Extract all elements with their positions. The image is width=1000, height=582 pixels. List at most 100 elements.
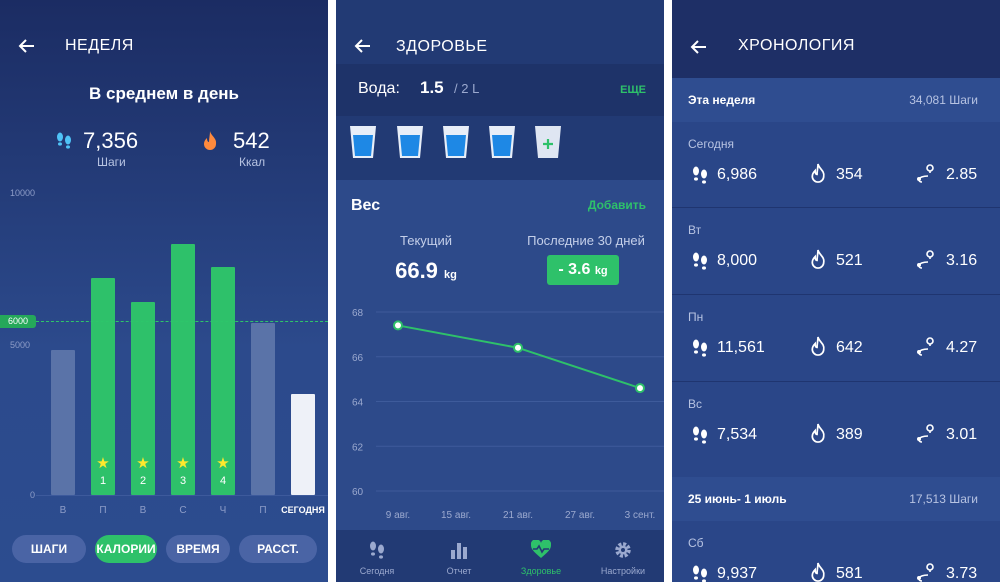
day-steps: 6,986 — [717, 166, 758, 183]
tab-steps[interactable]: ШАГИ — [12, 535, 86, 563]
y-tick-label: 68 — [352, 308, 364, 319]
nav-today-label: Сегодня — [359, 566, 395, 576]
day-kcal: 581 — [836, 565, 863, 582]
week-total: 34,081 Шаги — [909, 93, 978, 107]
bar-4[interactable] — [211, 266, 235, 495]
y-tick-10000: 10000 — [10, 188, 36, 198]
star-icon: ★ — [176, 455, 190, 472]
day-row[interactable]: Сегодня 6,986 354 2.85 — [672, 122, 1000, 208]
week-header-prev: 25 июнь- 1 июль 17,513 Шаги — [672, 477, 1000, 521]
route-pin-icon — [917, 164, 934, 183]
week-total: 17,513 Шаги — [909, 492, 978, 506]
water-glass-full-icon[interactable] — [396, 125, 424, 159]
day-row[interactable]: Вс 7,534 389 3.01 — [672, 382, 1000, 468]
x-label-mon: В — [59, 505, 67, 516]
back-arrow-icon[interactable] — [354, 37, 372, 55]
back-arrow-icon[interactable] — [690, 38, 708, 56]
star-icon: ★ — [136, 455, 150, 472]
day-row[interactable]: Пн 11,561 642 4.27 — [672, 295, 1000, 381]
nav-settings-label: Настройки — [600, 566, 646, 576]
bar-0[interactable] — [51, 350, 75, 495]
water-row: Вода: 1.5 / 2 L ЕЩЕ — [336, 64, 664, 116]
day-kcal: 354 — [836, 166, 863, 183]
day-steps: 9,937 — [717, 565, 758, 582]
day-name: Вт — [688, 223, 702, 237]
y-tick-label: 64 — [352, 398, 364, 409]
weight-point — [393, 320, 403, 331]
flame-icon — [811, 163, 825, 183]
footsteps-icon — [693, 166, 707, 184]
page-title: НЕДЕЛЯ — [65, 37, 134, 54]
tab-time[interactable]: ВРЕМЯ — [166, 535, 230, 563]
water-glass-full-icon[interactable] — [488, 125, 516, 159]
bar-5[interactable] — [251, 322, 275, 495]
footsteps-icon — [57, 132, 71, 149]
gear-icon — [615, 542, 631, 558]
day-distance: 3.01 — [946, 426, 978, 443]
x-tick-label: 21 авг. — [503, 510, 533, 521]
more-link[interactable]: ЕЩЕ — [620, 84, 646, 96]
nav-health[interactable]: Здоровье — [500, 530, 582, 582]
average-title: В среднем в день — [88, 84, 240, 103]
nav-today[interactable]: Сегодня — [336, 530, 418, 582]
y-tick-label: 60 — [352, 487, 364, 498]
footsteps-icon — [370, 541, 384, 559]
bar-goal-number: 4 — [219, 475, 227, 487]
week-label: Эта неделя — [688, 93, 756, 107]
footsteps-icon — [693, 426, 707, 444]
nav-settings[interactable]: Настройки — [582, 530, 664, 582]
tab-calories[interactable]: КАЛОРИИ — [95, 535, 157, 563]
kcal-value: 542 — [233, 128, 270, 153]
bar-chart-icon — [451, 543, 467, 559]
x-tick-label: 3 сент. — [625, 510, 656, 521]
bar-1[interactable] — [91, 277, 115, 495]
day-steps: 7,534 — [717, 426, 758, 443]
back-arrow-icon[interactable] — [18, 37, 36, 55]
day-name: Пн — [688, 310, 704, 324]
weight-card: Вес Добавить Текущий 66.9 kg Последние 3… — [336, 180, 664, 530]
tab-distance[interactable]: РАССТ. — [239, 535, 317, 563]
weight-line-chart: 68 66 64 62 60 9 авг. 15 авг. 21 авг. 27 авг. 3 с… — [352, 308, 664, 521]
day-name: Сегодня — [688, 137, 734, 151]
goal-line — [36, 321, 328, 322]
kcal-label: Ккал — [239, 155, 266, 169]
add-weight-link[interactable]: Добавить — [587, 198, 646, 212]
water-glass-add-icon[interactable] — [534, 125, 562, 159]
x-tick-label: 9 авг. — [386, 510, 410, 521]
route-pin-icon — [917, 250, 934, 269]
day-steps: 11,561 — [717, 339, 765, 356]
day-steps: 8,000 — [717, 252, 758, 269]
bottom-nav: Сегодня Отчет Здоровье Настройки — [336, 530, 664, 582]
day-kcal: 389 — [836, 426, 863, 443]
x-axis — [36, 495, 328, 496]
footsteps-icon — [693, 252, 707, 270]
star-icon: ★ — [96, 455, 110, 472]
nav-report[interactable]: Отчет — [418, 530, 500, 582]
bar-3[interactable] — [171, 244, 195, 495]
heart-pulse-icon — [531, 540, 551, 558]
x-label-today: СЕГОДНЯ — [281, 505, 325, 515]
history-screen: ХРОНОЛОГИЯ Эта неделя 34,081 Шаги Сегодн… — [672, 0, 1000, 582]
water-glass-full-icon[interactable] — [349, 125, 377, 159]
day-row[interactable]: Вт 8,000 521 3.16 — [672, 208, 1000, 294]
x-tick-label: 27 авг. — [565, 510, 595, 521]
bar-goal-number: 1 — [99, 475, 107, 487]
day-row[interactable]: Сб 9,937 581 3.73 — [672, 521, 1000, 582]
divider — [672, 381, 1000, 382]
water-glass-full-icon[interactable] — [442, 125, 470, 159]
nav-health-label: Здоровье — [520, 566, 562, 576]
weight-point — [635, 383, 645, 394]
y-tick-label: 66 — [352, 353, 364, 364]
divider — [672, 294, 1000, 295]
bar-6[interactable] — [291, 393, 315, 495]
week-screen: НЕДЕЛЯ В среднем в день 7,356 Шаги 542 К… — [0, 0, 328, 582]
bar-goal-number: 3 — [179, 475, 187, 487]
health-screen: ЗДОРОВЬЕ Вода: 1.5 / 2 L ЕЩЕ Вес Добавит… — [336, 0, 664, 582]
x-label-wed: В — [139, 505, 147, 516]
water-value: 1.5 — [420, 78, 444, 97]
bar-goal-number: 2 — [139, 475, 147, 487]
flame-icon — [811, 336, 825, 356]
steps-label: Шаги — [97, 155, 126, 169]
y-tick-5000: 5000 — [10, 340, 31, 350]
bar-2[interactable] — [131, 301, 155, 495]
